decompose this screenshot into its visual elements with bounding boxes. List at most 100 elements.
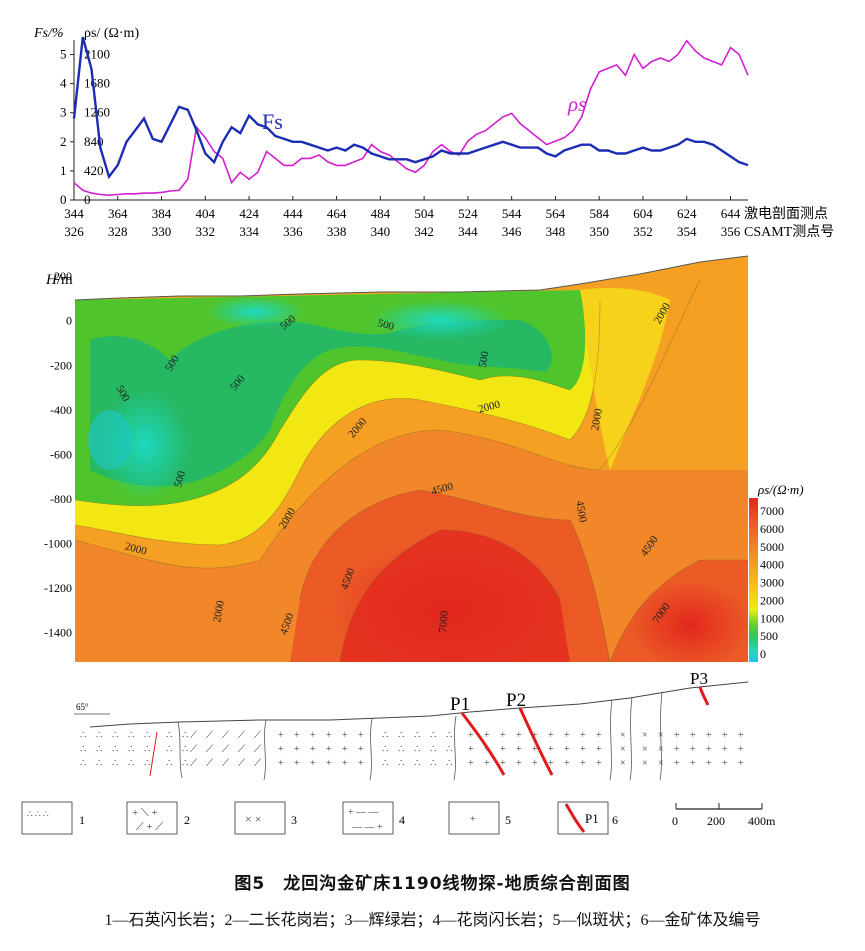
unit-boundaries — [177, 691, 663, 781]
rock-symbol: ∴ — [398, 730, 404, 741]
fs-tick-label: 2 — [60, 134, 67, 149]
contour-label: 2000 — [124, 540, 149, 557]
rock-symbol: ∴ — [166, 730, 172, 741]
rock-symbol: ∴ — [112, 758, 118, 769]
ip-station-label: 464 — [327, 206, 347, 221]
csamt-station-label: 354 — [677, 224, 697, 239]
rock-symbol: ⟋ — [238, 744, 245, 755]
contour-label: 2000 — [589, 407, 605, 431]
csamt-station-label: 330 — [152, 224, 172, 239]
rock-symbol: ∴ — [446, 758, 452, 769]
rock-symbol: × — [658, 744, 664, 755]
rock-symbol: ∴ — [80, 758, 86, 769]
csamt-station-label: 342 — [414, 224, 434, 239]
legend-box-5 — [448, 801, 500, 835]
rho-tick-label: 0 — [84, 192, 91, 207]
rock-symbol: × — [642, 730, 648, 741]
rock-symbol: ∴ — [430, 730, 436, 741]
rock-symbol: ∴ — [128, 744, 134, 755]
rock-symbol: ∴ — [382, 730, 388, 741]
rock-symbol: ⟋ — [254, 730, 261, 741]
resistivity-section-panel: H/m 2000-200-400-600-800-1000-1200-1400 — [44, 255, 804, 662]
orebody-small — [149, 731, 158, 777]
legend-box-4-symbol-b: — — + — [351, 822, 383, 833]
rock-symbol: + — [722, 758, 728, 769]
legend-num-6: 6 — [612, 813, 618, 827]
rock-symbol: ∴ — [80, 744, 86, 755]
legend-box-1-symbol: ∴ ∴ ∴ — [27, 809, 49, 819]
rock-symbol: ∴ — [182, 758, 188, 769]
rock-symbol: + — [500, 744, 506, 755]
rock-symbol: ∴ — [166, 758, 172, 769]
ip-station-label: 504 — [414, 206, 434, 221]
colorbar-tick-label: 7000 — [760, 504, 784, 518]
ip-station-label: 444 — [283, 206, 303, 221]
fs-tick-label: 5 — [60, 47, 67, 62]
figure-title: 图5 龙回沟金矿床1190线物探-地质综合剖面图 — [234, 874, 631, 894]
rock-symbol: ⟋ — [190, 730, 197, 741]
rock-symbol: ∴ — [182, 730, 188, 741]
legend-box-5-symbol: + — [470, 814, 476, 825]
rock-symbol: ∴ — [128, 730, 134, 741]
fs-tick-label: 4 — [60, 76, 67, 91]
rock-symbol: + — [690, 730, 696, 741]
height-tick-label: -1400 — [44, 626, 72, 640]
height-axis-label: H/m — [45, 272, 73, 288]
colorbar-tick-label: 5000 — [760, 540, 784, 554]
rock-symbol: ∴ — [414, 758, 420, 769]
rock-symbol: + — [278, 744, 284, 755]
rock-symbol: + — [674, 730, 680, 741]
rock-symbol: ∴ — [144, 758, 150, 769]
rock-symbol: ∴ — [96, 730, 102, 741]
rock-symbol: ∴ — [430, 758, 436, 769]
legend-box-2 — [126, 801, 178, 835]
csamt-station-label: 346 — [502, 224, 522, 239]
legend-num-3: 3 — [291, 813, 297, 827]
orebody-p1 — [460, 712, 506, 776]
rock-symbol: + — [278, 758, 284, 769]
colorbar-tick-label: 1000 — [760, 611, 784, 625]
rock-symbol: + — [516, 744, 522, 755]
rock-symbol: + — [326, 744, 332, 755]
orebody-p2 — [518, 707, 554, 776]
rock-symbol: + — [310, 730, 316, 741]
rock-symbol: + — [516, 730, 522, 741]
rock-symbol-pattern: ∴ ∴ ∴ ∴ ∴∴ ∴ ∴ ∴ ∴∴ ∴ ∴ ∴ ∴∴ ∴∴ ∴∴ ∴⟋ ⟋ ⟋ ⟋ ⟋⟋ ⟋ ⟋ ⟋ ⟋⟋ ⟋ ⟋ ⟋ ⟋+ + + +… — [80, 730, 744, 769]
resistivity-heatmap — [75, 256, 748, 662]
orebody-p3 — [698, 686, 710, 706]
legend-num-5: 5 — [505, 813, 511, 827]
colorbar-tick-label: 3000 — [760, 576, 784, 590]
ip-station-row-label: 激电剖面测点 — [744, 205, 828, 222]
rock-symbol: + — [706, 744, 712, 755]
height-tick-label: -600 — [50, 447, 72, 461]
rock-symbol: + — [548, 744, 554, 755]
fault-label-p3: P3 — [690, 669, 708, 688]
fault-label-p2: P2 — [506, 690, 526, 711]
rock-symbol: ⟋ — [238, 730, 245, 741]
ip-station-label: 424 — [239, 206, 259, 221]
rock-symbol: ∴ — [382, 758, 388, 769]
rock-symbol: + — [310, 758, 316, 769]
rock-symbol: ∴ — [112, 730, 118, 741]
rock-symbol: + — [326, 730, 332, 741]
rock-symbol: + — [738, 758, 744, 769]
colorbar-tick-label: 2000 — [760, 593, 784, 607]
rock-symbol: × — [620, 758, 626, 769]
rock-symbol: + — [580, 730, 586, 741]
station-ticks: 344 326 364 328 384 330 404 332 424 334 444 336 464 3… — [64, 196, 741, 239]
csamt-station-label: 332 — [196, 224, 216, 239]
height-tick-label: -800 — [50, 492, 72, 506]
ip-station-label: 524 — [458, 206, 478, 221]
rock-symbol: + — [564, 758, 570, 769]
legend-p1-label: P1 — [585, 811, 599, 826]
rock-symbol: ∴ — [382, 744, 388, 755]
rock-symbol: + — [516, 758, 522, 769]
rock-symbol: + — [548, 730, 554, 741]
rock-symbol: + — [722, 744, 728, 755]
rock-symbol: + — [294, 744, 300, 755]
csamt-station-label: 338 — [327, 224, 347, 239]
rock-symbol: + — [532, 744, 538, 755]
rock-symbol: + — [722, 730, 728, 741]
ip-station-label: 624 — [677, 206, 697, 221]
